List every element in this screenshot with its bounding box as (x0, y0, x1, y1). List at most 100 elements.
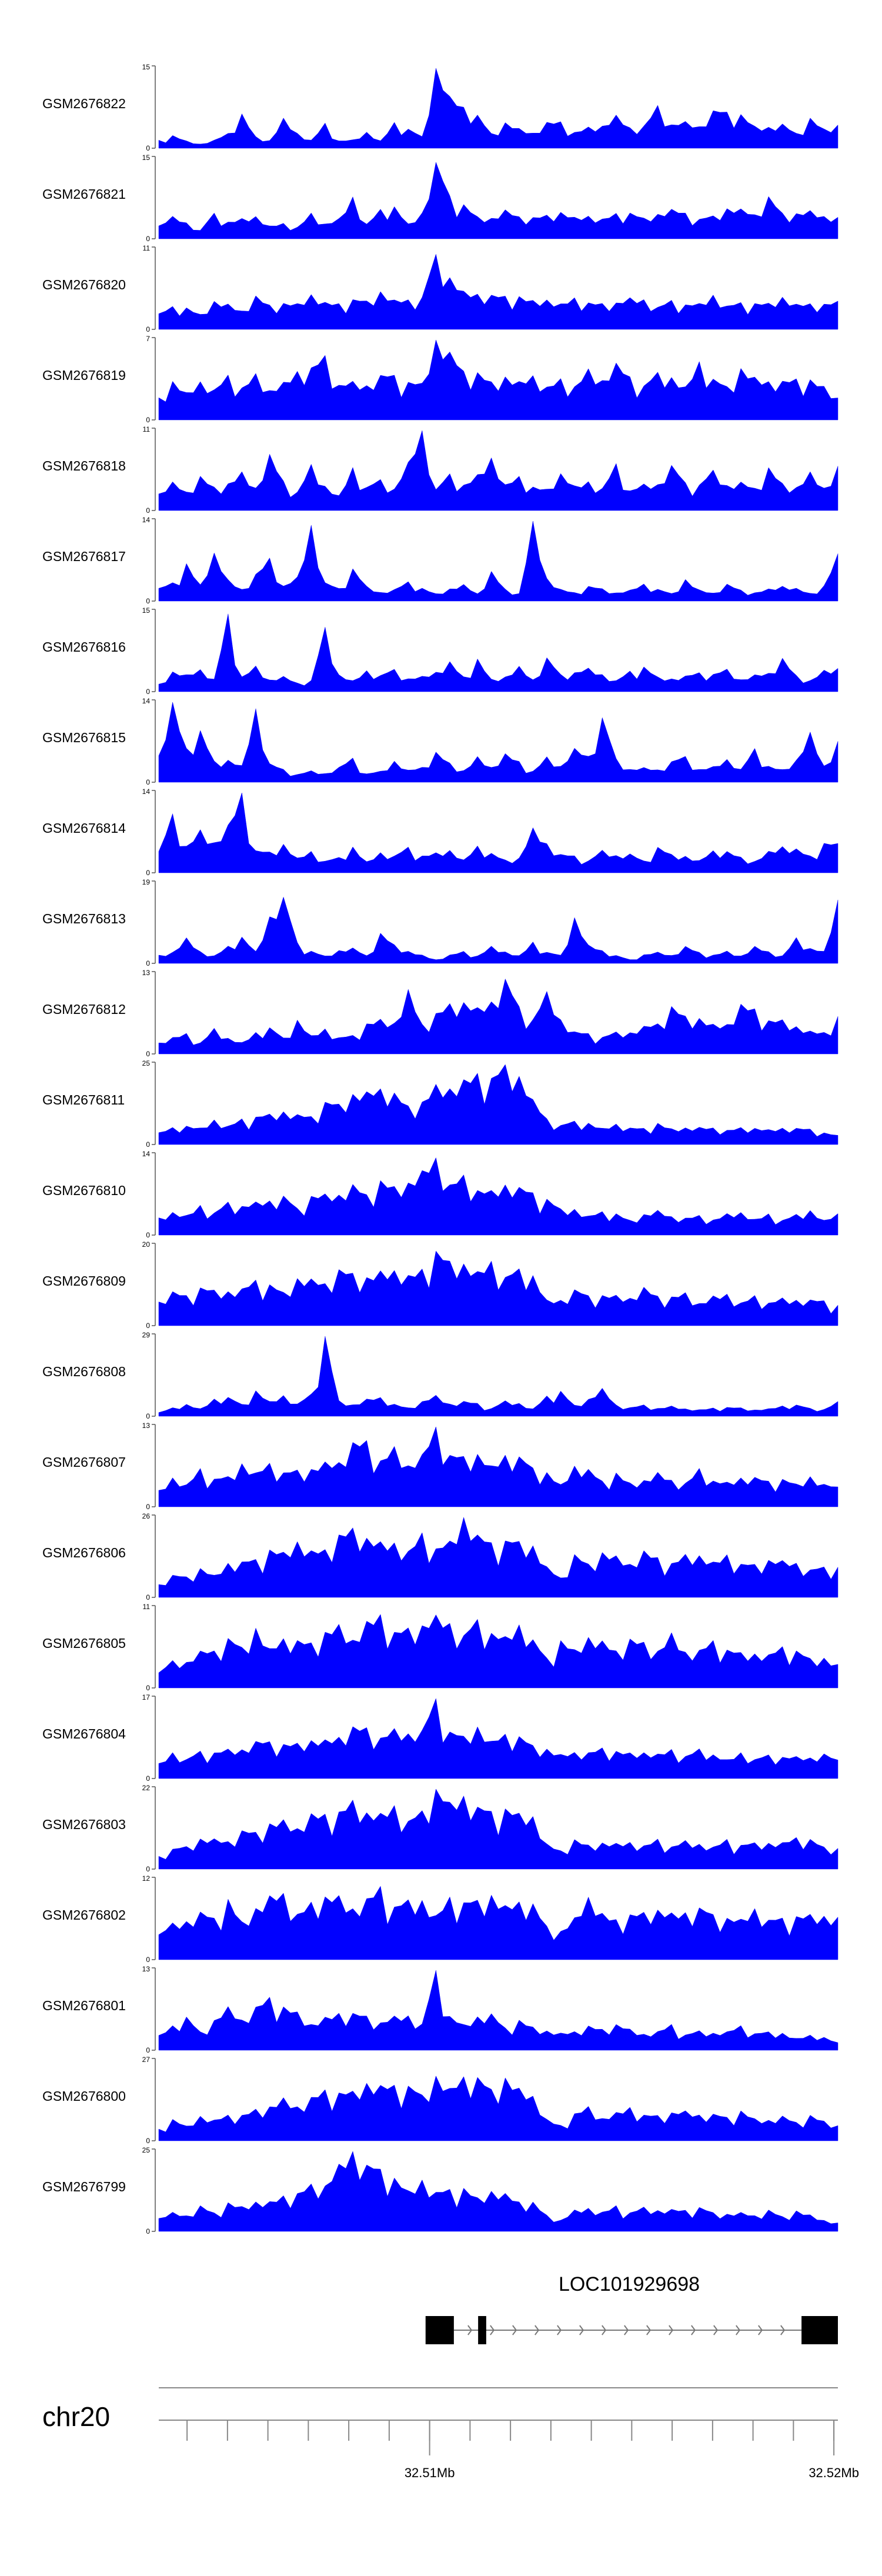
track-label: GSM2676803 (42, 1817, 126, 1832)
track-GSM2676802: GSM2676802 12 0 (42, 1874, 838, 1964)
track-GSM2676822: GSM2676822 15 0 (42, 63, 838, 152)
y-axis-max-label: 13 (142, 969, 151, 977)
track-label: GSM2676808 (42, 1364, 126, 1379)
track-label: GSM2676812 (42, 1002, 126, 1017)
y-axis-max-label: 11 (143, 425, 151, 433)
track-GSM2676812: GSM2676812 13 0 (42, 969, 838, 1058)
track-label: GSM2676815 (42, 730, 126, 745)
coverage-area (158, 253, 838, 330)
track-label: GSM2676810 (42, 1183, 126, 1198)
y-axis-min-label: 0 (146, 688, 150, 696)
coverage-tracks: GSM2676822150GSM2676821150GSM2676820110G… (42, 63, 838, 2235)
y-axis-max-label: 22 (142, 1784, 151, 1792)
track-label: GSM2676813 (42, 911, 126, 926)
y-axis-min-label: 0 (146, 1140, 150, 1149)
y-axis-max-label: 11 (143, 1603, 151, 1611)
y-axis-min-label: 0 (146, 416, 150, 424)
coverage-area (158, 1064, 838, 1145)
y-axis-max-label: 19 (142, 878, 151, 886)
strand-arrow (557, 2325, 562, 2335)
track-GSM2676819: GSM2676819 7 0 (42, 335, 838, 424)
track-GSM2676801: GSM2676801 13 0 (42, 1965, 838, 2054)
y-axis-min-label: 0 (146, 2046, 150, 2054)
track-GSM2676817: GSM2676817 14 0 (42, 516, 838, 605)
y-axis-min-label: 0 (146, 597, 150, 605)
y-axis-min-label: 0 (146, 1503, 150, 1511)
coverage-area (158, 339, 838, 421)
track-label: GSM2676799 (42, 2179, 126, 2194)
strand-arrow (758, 2325, 763, 2335)
coverage-area (158, 2076, 838, 2141)
y-axis-max-label: 15 (142, 63, 151, 71)
track-GSM2676808: GSM2676808 29 0 (42, 1331, 838, 1420)
y-axis-min-label: 0 (146, 1865, 150, 1873)
strand-arrow (490, 2325, 495, 2335)
y-axis-max-label: 25 (142, 1059, 151, 1067)
strand-arrow (602, 2325, 607, 2335)
strand-arrow (512, 2325, 517, 2335)
y-axis-min-label: 0 (146, 959, 150, 967)
y-axis-max-label: 11 (143, 244, 151, 252)
track-label: GSM2676821 (42, 186, 126, 202)
strand-arrow (669, 2325, 674, 2335)
coverage-area (158, 161, 838, 239)
track-label: GSM2676807 (42, 1454, 126, 1470)
track-GSM2676821: GSM2676821 15 0 (42, 154, 838, 243)
track-GSM2676810: GSM2676810 14 0 (42, 1150, 838, 1239)
coverage-area (158, 1614, 838, 1689)
strand-arrow (780, 2325, 786, 2335)
y-axis-min-label: 0 (146, 325, 150, 333)
strand-arrow (646, 2325, 652, 2335)
y-axis-min-label: 0 (146, 1322, 150, 1330)
track-GSM2676813: GSM2676813 19 0 (42, 878, 838, 967)
coverage-area (158, 1157, 838, 1236)
coverage-area (158, 1788, 838, 1870)
y-axis-max-label: 13 (142, 1965, 151, 1973)
y-axis-min-label: 0 (146, 1050, 150, 1058)
y-axis-max-label: 14 (142, 1150, 151, 1158)
exon-block (801, 2316, 838, 2344)
track-label: GSM2676804 (42, 1726, 126, 1741)
strand-arrow (736, 2325, 741, 2335)
strand-arrow (624, 2325, 629, 2335)
track-label: GSM2676802 (42, 1907, 126, 1923)
track-GSM2676811: GSM2676811 25 0 (42, 1059, 838, 1149)
track-label: GSM2676809 (42, 1273, 126, 1289)
y-axis-min-label: 0 (146, 506, 150, 515)
track-GSM2676807: GSM2676807 13 0 (42, 1422, 838, 1511)
coverage-area (158, 702, 838, 783)
track-GSM2676803: GSM2676803 22 0 (42, 1784, 838, 1873)
y-axis-max-label: 13 (142, 1422, 151, 1430)
track-GSM2676818: GSM2676818 11 0 (42, 425, 838, 515)
axis-tick-label: 32.51Mb (405, 2465, 455, 2480)
coverage-area (158, 792, 838, 873)
y-axis-min-label: 0 (146, 2227, 150, 2235)
track-label: GSM2676818 (42, 458, 126, 473)
track-label: GSM2676800 (42, 2088, 126, 2104)
y-axis-max-label: 15 (142, 606, 151, 615)
track-label: GSM2676822 (42, 96, 126, 111)
genome-axis: 32.51Mb 32.52Mb (159, 2387, 859, 2480)
strand-arrow (691, 2325, 696, 2335)
y-axis-min-label: 0 (146, 1956, 150, 1964)
coverage-area (158, 2151, 838, 2232)
coverage-area (158, 896, 838, 964)
coverage-area (158, 1250, 838, 1326)
track-label: GSM2676806 (42, 1545, 126, 1560)
coverage-area (158, 1517, 838, 1598)
y-axis-max-label: 14 (142, 516, 151, 524)
y-axis-min-label: 0 (146, 2137, 150, 2145)
y-axis-min-label: 0 (146, 235, 150, 243)
track-label: GSM2676811 (42, 1092, 125, 1107)
y-axis-max-label: 25 (142, 2146, 151, 2154)
track-GSM2676805: GSM2676805 11 0 (42, 1603, 838, 1692)
track-GSM2676814: GSM2676814 14 0 (42, 788, 838, 877)
y-axis-min-label: 0 (146, 869, 150, 877)
track-GSM2676816: GSM2676816 15 0 (42, 606, 838, 696)
track-label: GSM2676820 (42, 277, 126, 292)
y-axis-max-label: 26 (142, 1512, 151, 1520)
strand-arrow (534, 2325, 540, 2335)
coverage-area (158, 1970, 838, 2051)
exon-block (478, 2316, 486, 2344)
